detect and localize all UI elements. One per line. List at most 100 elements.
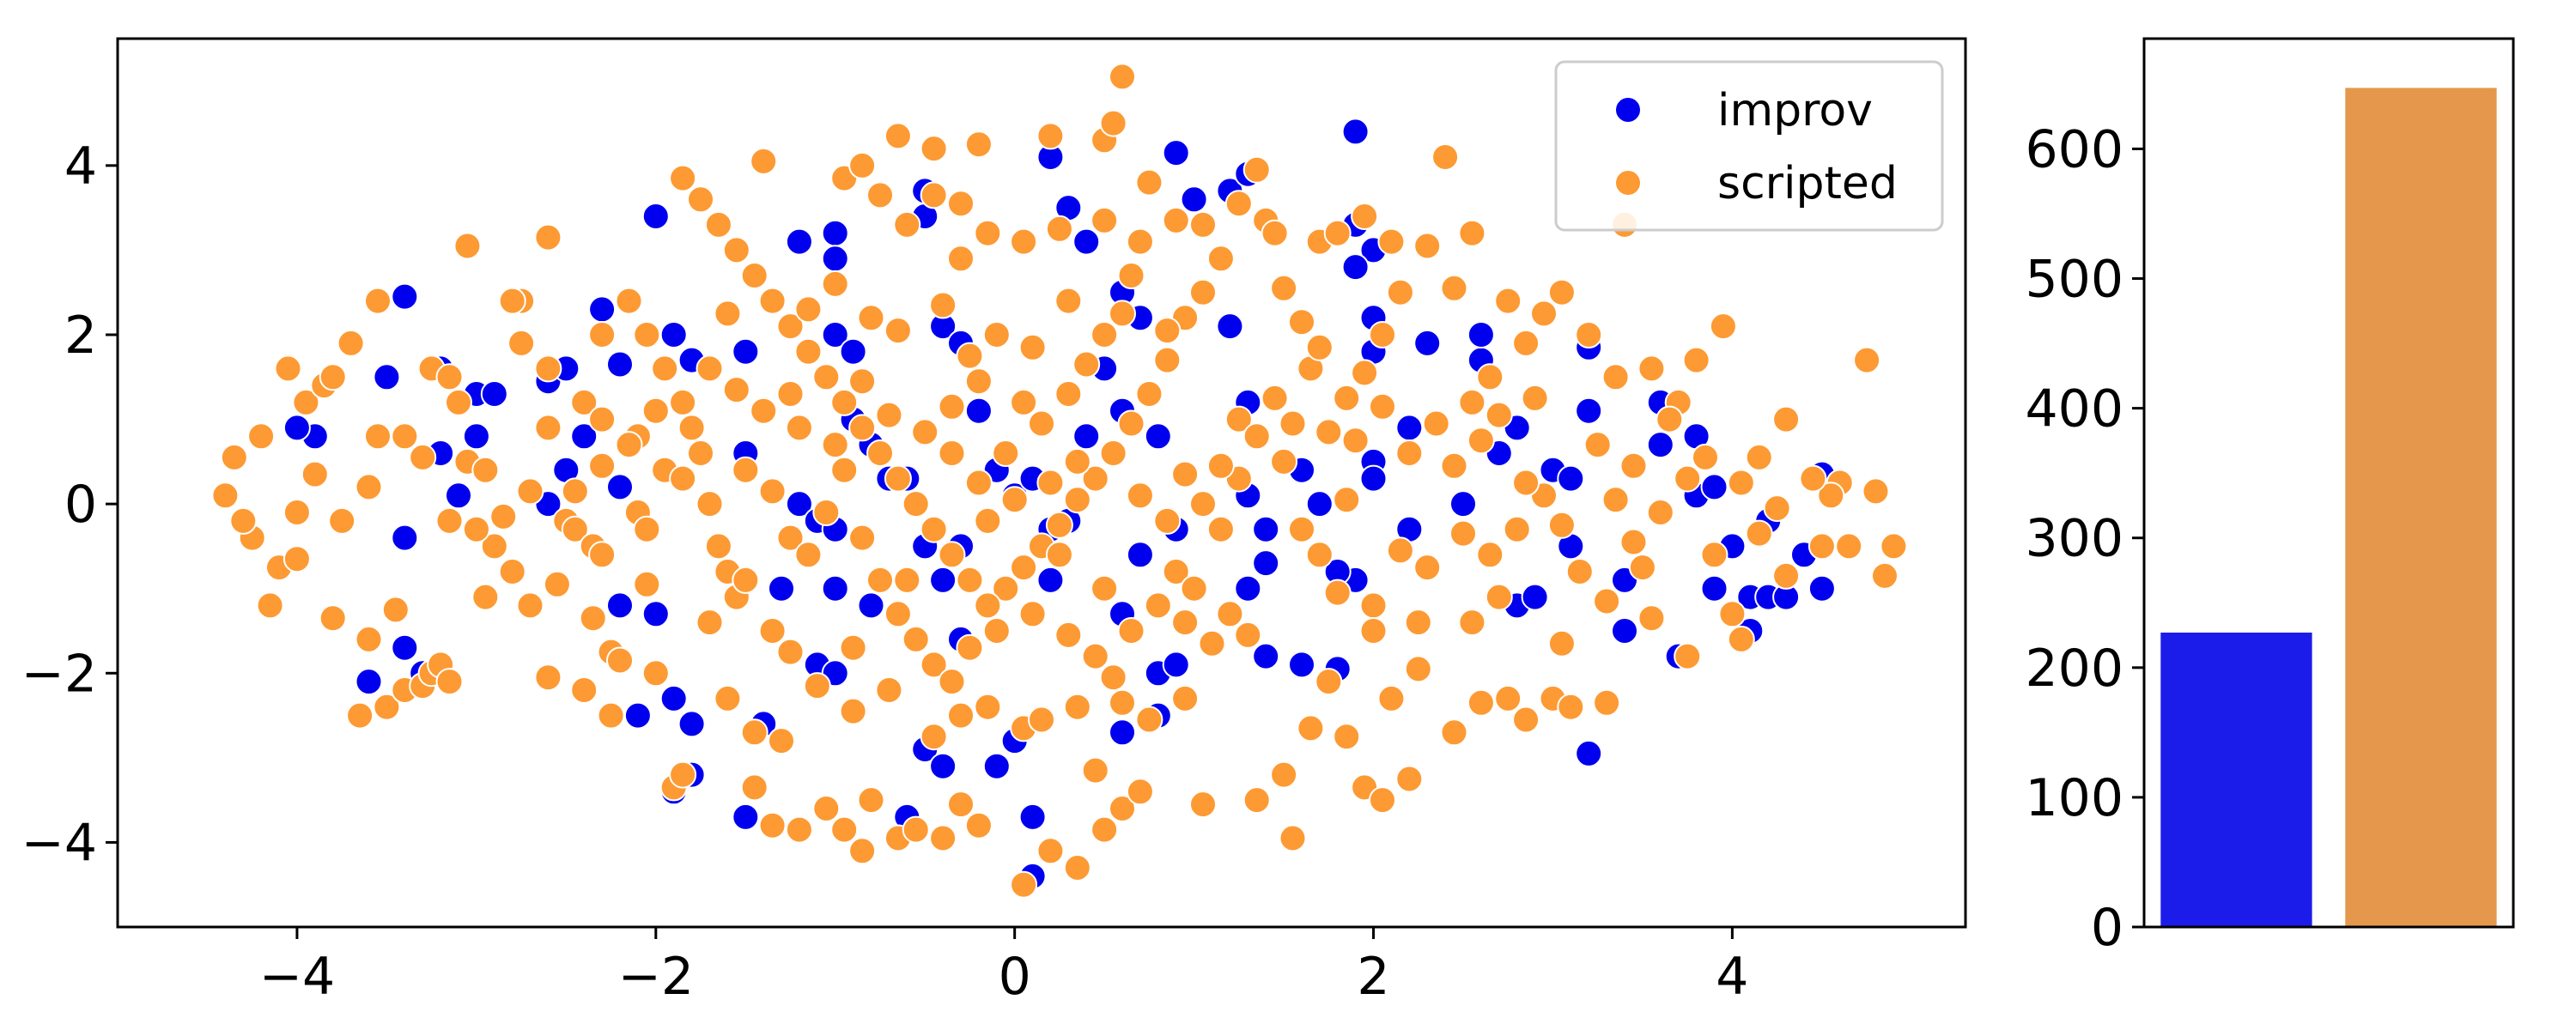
scripted-point <box>812 795 841 822</box>
scripted-point <box>1512 469 1540 497</box>
scripted-point <box>1305 541 1334 569</box>
improv-point <box>283 414 311 442</box>
y-tick-label: −2 <box>21 644 97 704</box>
scripted-point <box>1126 227 1154 256</box>
scripted-point <box>480 532 508 560</box>
bar-y-axis: 0 100 200 300 400 500 600 <box>2025 119 2144 958</box>
scripted-point <box>1377 684 1406 712</box>
scripted-point <box>1619 451 1648 480</box>
scripted-point <box>588 541 617 569</box>
improv-point <box>929 752 957 780</box>
scripted-point <box>1144 591 1172 620</box>
scripted-point <box>462 515 490 543</box>
scripted-point <box>1162 558 1190 585</box>
scripted-point <box>641 397 670 425</box>
scripted-point <box>1063 486 1091 514</box>
scripted-point <box>1315 418 1343 446</box>
bar-improv <box>2160 633 2312 927</box>
improv-point <box>1359 464 1388 493</box>
scripted-point <box>1467 427 1495 455</box>
scripted-point <box>1369 392 1396 421</box>
scripted-point <box>740 262 769 289</box>
scripted-point <box>1530 300 1558 328</box>
scripted-point <box>256 591 284 620</box>
scripted-point <box>1054 621 1083 649</box>
scripted-point <box>732 456 760 484</box>
scripted-point <box>1242 155 1271 184</box>
scripted-point <box>1323 579 1352 607</box>
bar-y-tick-label: 0 <box>2091 898 2123 958</box>
scripted-point <box>714 684 742 712</box>
improv-point <box>1109 718 1136 747</box>
scripted-point <box>1656 405 1684 433</box>
scripted-point <box>758 477 787 506</box>
improv-point <box>839 337 867 366</box>
improv-point <box>982 752 1011 780</box>
scripted-point <box>561 515 589 543</box>
scripted-point <box>1135 168 1163 197</box>
scripted-point <box>1091 574 1119 603</box>
scripted-point <box>758 287 787 315</box>
scripted-point <box>1270 760 1298 789</box>
scripted-point <box>821 431 849 459</box>
improv-point <box>641 600 670 628</box>
scripted-point <box>1279 409 1307 438</box>
x-tick-label: −4 <box>259 947 335 1007</box>
scripted-point <box>1171 684 1200 712</box>
scripted-point <box>785 815 813 844</box>
scripted-point <box>974 219 1002 247</box>
y-tick-label: 0 <box>64 475 97 535</box>
improv-point <box>445 482 472 510</box>
scripted-point <box>381 596 410 624</box>
improv-point <box>732 337 760 366</box>
scripted-point <box>750 397 778 425</box>
scripted-point <box>1063 854 1091 882</box>
scripted-point <box>1351 203 1379 230</box>
scripted-point <box>319 604 347 633</box>
improv-point <box>1305 490 1334 518</box>
scripted-point <box>1126 778 1154 806</box>
scripted-point <box>355 625 383 653</box>
scripted-point <box>1593 587 1621 615</box>
scripted-point <box>1242 422 1271 451</box>
scripted-point <box>704 210 732 239</box>
scripted-point <box>283 499 311 526</box>
scripted-point <box>938 541 966 569</box>
improv-point <box>1700 574 1728 603</box>
scripted-point <box>893 210 921 239</box>
scripted-point <box>1692 443 1719 471</box>
scripted-point <box>1091 206 1119 234</box>
scripted-point <box>1206 245 1235 273</box>
scripted-point <box>1099 663 1127 692</box>
scripted-point <box>1091 815 1119 844</box>
improv-point <box>1018 803 1047 831</box>
scripted-point <box>1242 786 1271 815</box>
improv-point <box>1341 118 1370 146</box>
scripted-point <box>1637 604 1666 633</box>
scripted-point <box>1091 321 1119 348</box>
scripted-point <box>1386 536 1414 565</box>
scripted-point <box>1485 583 1513 611</box>
improv-point <box>1807 574 1836 603</box>
improv-point <box>1341 253 1370 282</box>
scripted-point <box>534 663 562 692</box>
scripted-point <box>1000 486 1029 514</box>
scripted-point <box>507 329 536 357</box>
scripted-point <box>319 363 347 391</box>
scripted-point <box>1261 384 1289 412</box>
scripted-point <box>1494 684 1522 712</box>
improv-point <box>821 219 849 247</box>
scripted-point <box>498 287 526 315</box>
scatter-frame <box>116 37 1967 929</box>
scripted-point <box>1045 541 1073 569</box>
scripted-point <box>714 300 742 328</box>
improv-point <box>659 321 688 348</box>
improv-point <box>659 684 688 712</box>
improv-point <box>1575 739 1603 767</box>
scripted-point <box>830 456 859 484</box>
scripted-point <box>1601 363 1630 391</box>
scripted-point <box>1171 609 1200 637</box>
scripted-point <box>794 295 823 324</box>
scripted-point <box>1010 388 1038 416</box>
scripted-point <box>1036 837 1065 865</box>
